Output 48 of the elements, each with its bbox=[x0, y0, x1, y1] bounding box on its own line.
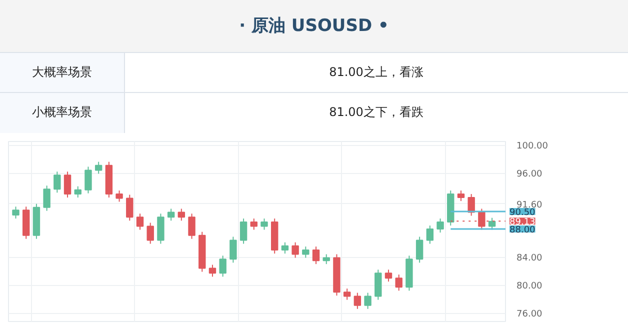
candlestick bbox=[302, 246, 310, 258]
candlestick bbox=[208, 264, 216, 278]
candlestick bbox=[260, 218, 268, 230]
y-tick-label: 84.00 bbox=[516, 254, 543, 264]
text: 小概率场景 bbox=[0, 92, 124, 132]
candlestick bbox=[116, 190, 123, 202]
candlestick bbox=[374, 269, 382, 300]
candlestick bbox=[426, 225, 434, 244]
candlestick bbox=[230, 236, 237, 264]
candlestick bbox=[292, 242, 299, 258]
candlestick bbox=[94, 161, 102, 174]
y-tick-label: 80.00 bbox=[516, 282, 543, 292]
text: 大概率场景 bbox=[0, 52, 124, 92]
text: 81.00之下，看跌 bbox=[124, 92, 628, 132]
candlestick bbox=[312, 246, 320, 265]
candlestick bbox=[64, 171, 72, 198]
candlestick bbox=[354, 292, 362, 310]
candlestick bbox=[250, 218, 258, 230]
text: 81.00之上，看涨 bbox=[124, 52, 628, 92]
candlestick bbox=[364, 292, 372, 310]
candlestick bbox=[74, 186, 82, 198]
candlestick bbox=[157, 213, 164, 244]
candlestick bbox=[43, 185, 50, 212]
candlestick bbox=[384, 269, 392, 282]
candlestick bbox=[167, 208, 175, 222]
candlestick bbox=[488, 217, 496, 230]
candlestick bbox=[343, 288, 351, 300]
candlestick bbox=[416, 236, 424, 264]
candlestick bbox=[54, 171, 61, 194]
candlestick bbox=[178, 208, 186, 222]
candlestick bbox=[136, 213, 144, 230]
candlestick bbox=[281, 242, 289, 254]
candlestick bbox=[219, 255, 226, 278]
candlestick bbox=[436, 218, 444, 234]
candlestick bbox=[395, 274, 402, 292]
candlestick bbox=[322, 254, 330, 265]
y-tick-label: 100.00 bbox=[516, 142, 548, 152]
candlestick bbox=[84, 166, 92, 194]
candlestick bbox=[468, 194, 475, 216]
chart-title: · 原油 USOUSD • bbox=[0, 0, 628, 52]
y-tick-label: 96.00 bbox=[516, 170, 543, 180]
candlestick bbox=[188, 213, 196, 240]
candlestick bbox=[457, 190, 465, 202]
candlestick bbox=[146, 222, 154, 244]
candlestick bbox=[12, 206, 20, 220]
candlestick bbox=[126, 194, 134, 222]
candlestick bbox=[240, 218, 248, 244]
y-tick-label: 76.00 bbox=[516, 310, 543, 320]
